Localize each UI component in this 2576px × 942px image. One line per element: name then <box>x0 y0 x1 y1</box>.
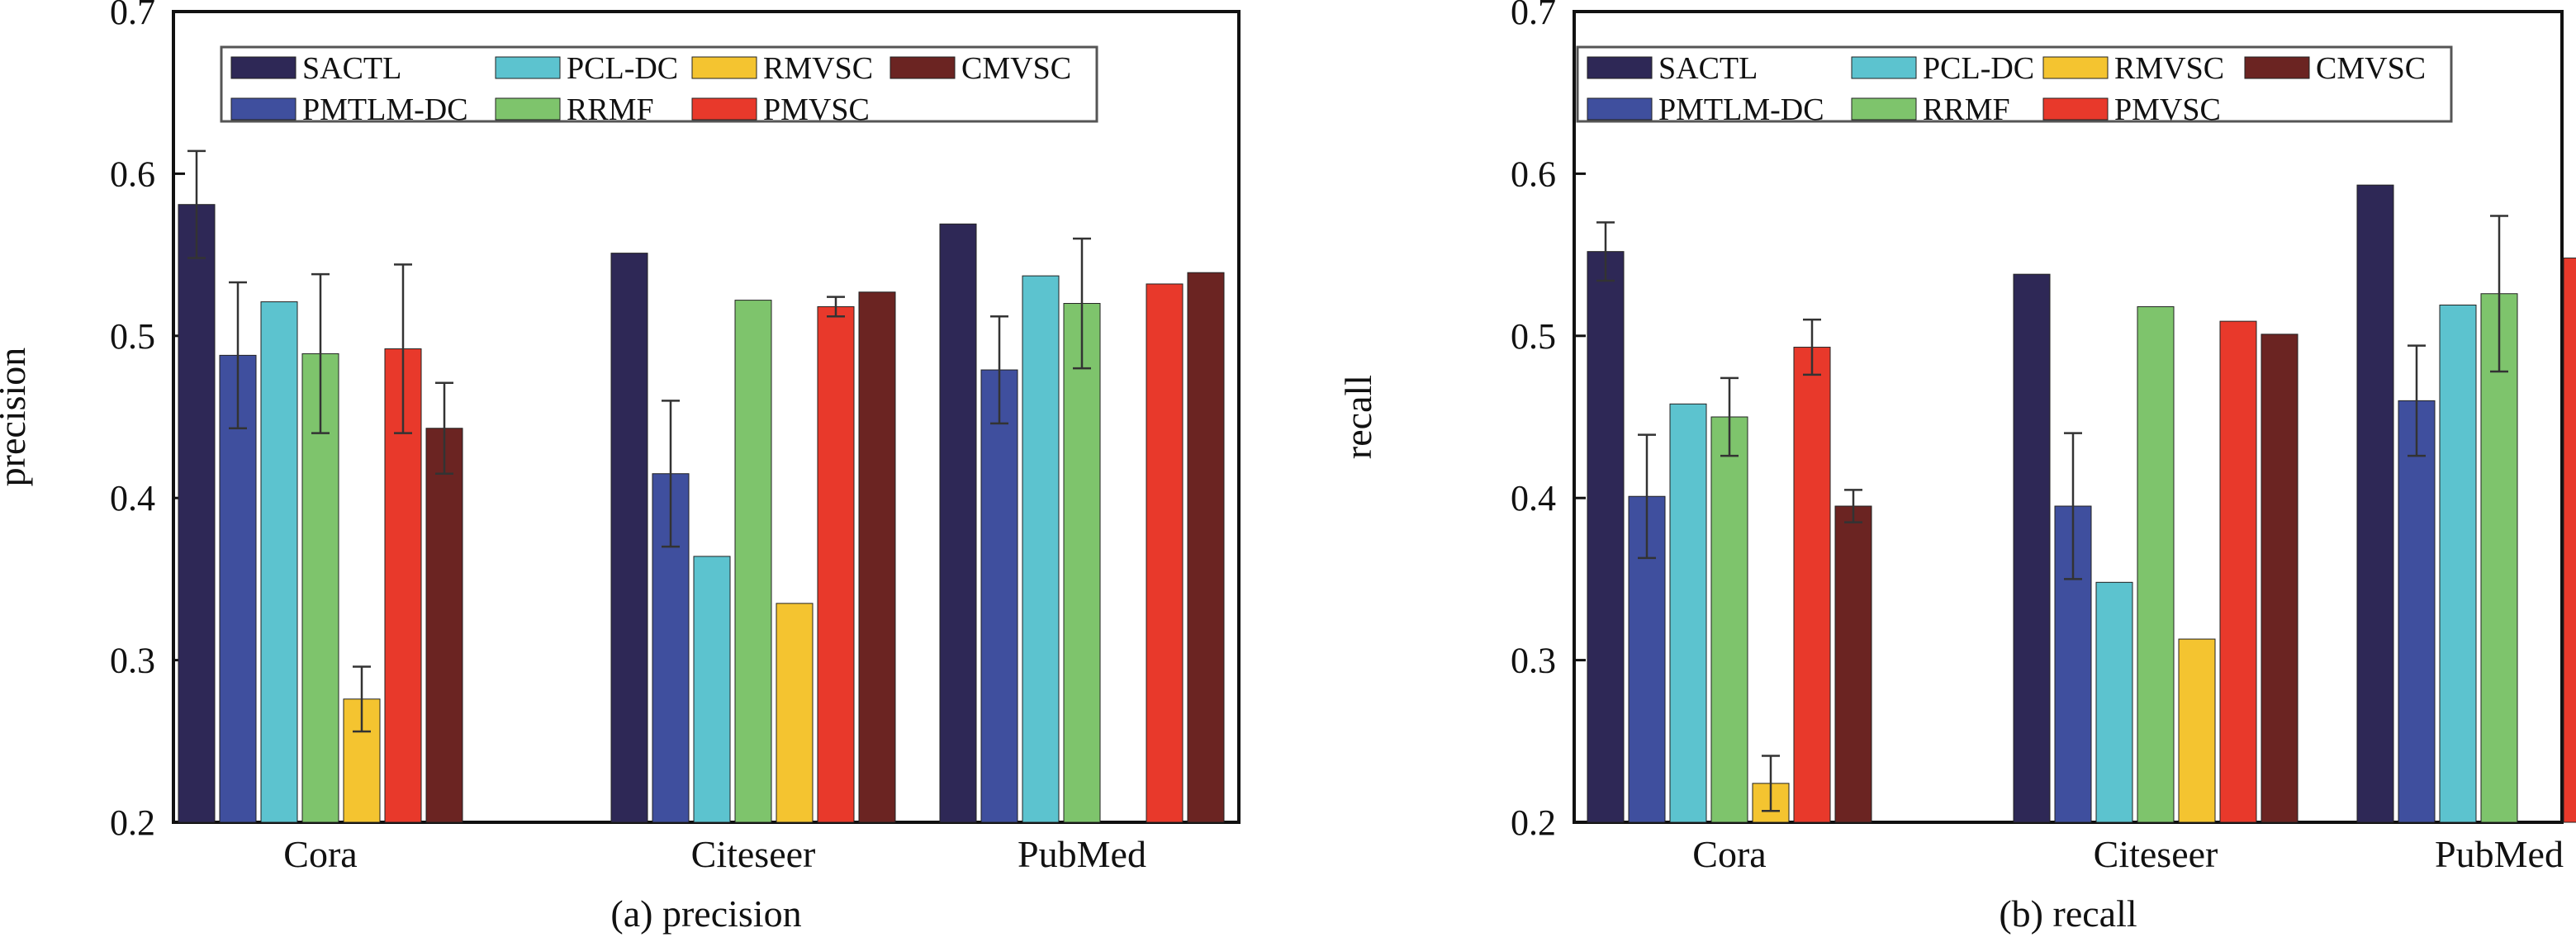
y-tick-label: 0.5 <box>110 316 155 357</box>
legend-swatch <box>2042 56 2109 79</box>
y-tick-label: 0.6 <box>1511 154 1556 194</box>
bar-pcl-dc-pubmed <box>1022 275 1060 823</box>
y-tick-label: 0.2 <box>1511 802 1556 843</box>
y-axis-ticks: 0.2 0.3 0.4 0.5 0.6 0.7 <box>110 0 185 843</box>
bars-group <box>1587 184 2576 823</box>
bar-pmtlm-dc-pubmed <box>2398 400 2436 823</box>
bar-pcl-dc-cora <box>1669 403 1707 823</box>
bar-pmvsc-citeseer <box>2219 320 2257 823</box>
legend-entry: PMTLM-DC <box>302 92 468 127</box>
bar-pcl-dc-citeseer <box>2095 581 2133 823</box>
legend-swatch <box>691 97 757 121</box>
bar-rrmf-pubmed <box>1063 303 1101 823</box>
bar-pcl-dc-pubmed <box>2439 304 2477 823</box>
y-tick-label: 0.6 <box>110 154 155 194</box>
y-tick-label: 0.7 <box>1511 0 1556 32</box>
bars-group <box>178 149 1225 823</box>
bar-pcl-dc-citeseer <box>693 556 731 823</box>
y-tick-label: 0.7 <box>110 0 155 32</box>
legend-entry: PMVSC <box>763 92 870 127</box>
bar-cmvsc-cora <box>425 428 463 823</box>
x-axis-categories: Cora Citeseer PubMed <box>283 833 1146 875</box>
x-category-label: Cora <box>283 833 357 875</box>
bar-rrmf-citeseer <box>734 300 772 823</box>
bar-rrmf-cora <box>1710 416 1748 823</box>
x-category-label: PubMed <box>1018 833 1146 875</box>
bar-pmtlm-dc-cora <box>219 354 257 823</box>
bar-sactl-citeseer <box>610 253 648 823</box>
legend-entry: RMVSC <box>763 51 873 86</box>
legend-entry: CMVSC <box>2316 51 2426 86</box>
bar-sactl-citeseer <box>2013 273 2051 823</box>
x-category-label: Citeseer <box>691 833 816 875</box>
bar-pmtlm-dc-pubmed <box>980 369 1018 823</box>
legend-swatch <box>1851 56 1917 79</box>
y-tick-label: 0.3 <box>110 641 155 681</box>
y-axis-ticks: 0.2 0.3 0.4 0.5 0.6 0.7 <box>1511 0 1586 843</box>
precision-chart-panel: 0.2 0.3 0.4 0.5 0.6 0.7 Cora Citeseer PubMed SA… <box>0 0 1241 935</box>
x-category-label: PubMed <box>2435 833 2564 875</box>
legend-swatch <box>495 56 561 79</box>
y-tick-label: 0.3 <box>1511 641 1556 681</box>
y-tick-label: 0.4 <box>1511 478 1556 518</box>
legend-entry: PMTLM-DC <box>1658 92 1824 127</box>
chart-caption: (a) precision <box>610 892 801 935</box>
legend-entry: SACTL <box>302 51 401 86</box>
legend-swatch <box>495 97 561 121</box>
bar-rrmf-pubmed <box>2480 293 2518 823</box>
bar-sactl-cora <box>1587 251 1625 823</box>
bar-pmvsc-pubmed <box>2563 258 2576 823</box>
y-tick-label: 0.4 <box>110 478 155 518</box>
legend-swatch <box>230 56 297 79</box>
legend-swatch <box>691 56 757 79</box>
y-axis-title: recall <box>1337 375 1379 459</box>
bar-sactl-cora <box>178 204 216 823</box>
bar-pmvsc-citeseer <box>817 305 855 823</box>
y-tick-label: 0.5 <box>1511 316 1556 357</box>
legend-entry: RRMF <box>1923 92 2010 127</box>
bar-pmvsc-pubmed <box>1146 283 1184 823</box>
legend-swatch <box>1587 56 1653 79</box>
bar-rmvsc-citeseer <box>776 603 814 823</box>
legend: SACTL PCL-DC RMVSC CMVSC PMTLM-DC RRMF PMVSC <box>220 45 1098 127</box>
legend-swatch <box>230 97 297 121</box>
y-tick-label: 0.2 <box>110 802 155 843</box>
y-axis-title: precision <box>0 348 33 487</box>
bar-pmvsc-cora <box>1793 347 1831 823</box>
legend: SACTL PCL-DC RMVSC CMVSC PMTLM-DC RRMF PMVSC <box>1576 45 2453 127</box>
bar-sactl-pubmed <box>2356 184 2394 823</box>
bar-cmvsc-pubmed <box>1187 272 1225 823</box>
legend-entry: RRMF <box>567 92 654 127</box>
bar-cmvsc-citeseer <box>858 291 896 823</box>
legend-entry: PCL-DC <box>1923 51 2034 86</box>
legend-swatch <box>1587 97 1653 121</box>
bar-rrmf-citeseer <box>2137 305 2175 823</box>
legend-entry: SACTL <box>1658 51 1758 86</box>
legend-swatch <box>2244 56 2310 79</box>
bar-cmvsc-citeseer <box>2261 334 2298 823</box>
legend-entry: PCL-DC <box>567 51 678 86</box>
legend-swatch <box>890 56 956 79</box>
chart-caption: (b) recall <box>1999 892 2137 935</box>
legend-swatch <box>2042 97 2109 121</box>
legend-entry: PMVSC <box>2114 92 2221 127</box>
bar-cmvsc-cora <box>1834 505 1872 823</box>
x-category-label: Cora <box>1692 833 1766 875</box>
legend-entry: RMVSC <box>2114 51 2224 86</box>
bar-rmvsc-citeseer <box>2178 638 2216 823</box>
legend-swatch <box>1851 97 1917 121</box>
legend-entry: CMVSC <box>961 51 1071 86</box>
recall-chart-panel: 0.2 0.3 0.4 0.5 0.6 0.7 Cora Citeseer PubMed SA… <box>1337 0 2576 935</box>
bar-sactl-pubmed <box>939 223 977 823</box>
bar-pcl-dc-cora <box>260 301 298 823</box>
x-category-label: Citeseer <box>2094 833 2218 875</box>
x-axis-categories: Cora Citeseer PubMed <box>1692 833 2564 875</box>
